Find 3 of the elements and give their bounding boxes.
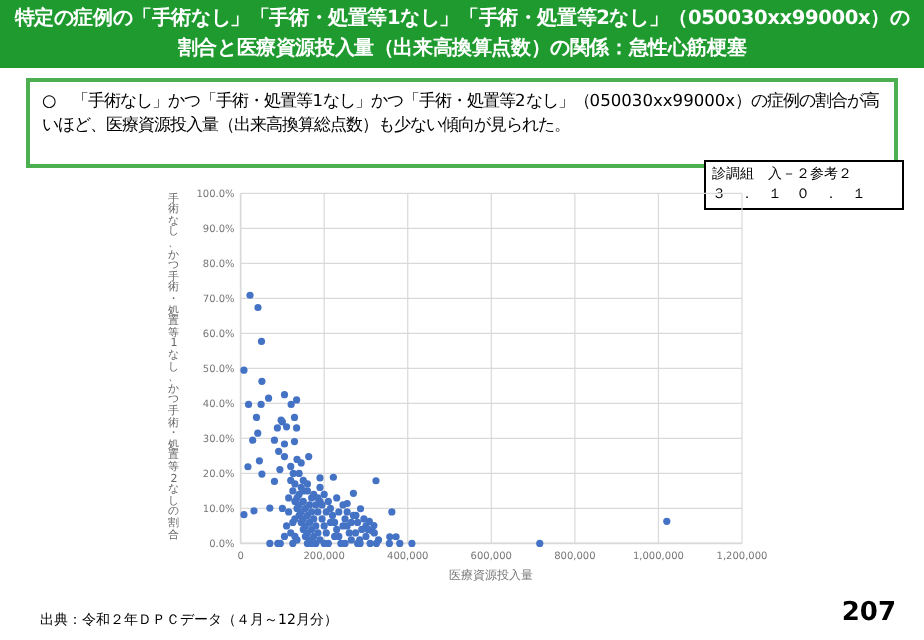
text: ○ 「手術なし」かつ「手術・処置等1なし」かつ「手術・処置等2なし」（050030xx99000x）の症例の割合が高いほど、医療資源投入量（出来高換算総点数）も少ない傾向が見られた。 <box>42 90 880 134</box>
chart-title: 特定の症例の「手術なし」「手術・処置等1なし」「手術・処置等2なし」（050030xx99000x）の割合と医療資源投入量（出来高換算点数）の関係：急性心筋梗塞 <box>12 4 912 64</box>
text: 207 <box>841 598 896 628</box>
